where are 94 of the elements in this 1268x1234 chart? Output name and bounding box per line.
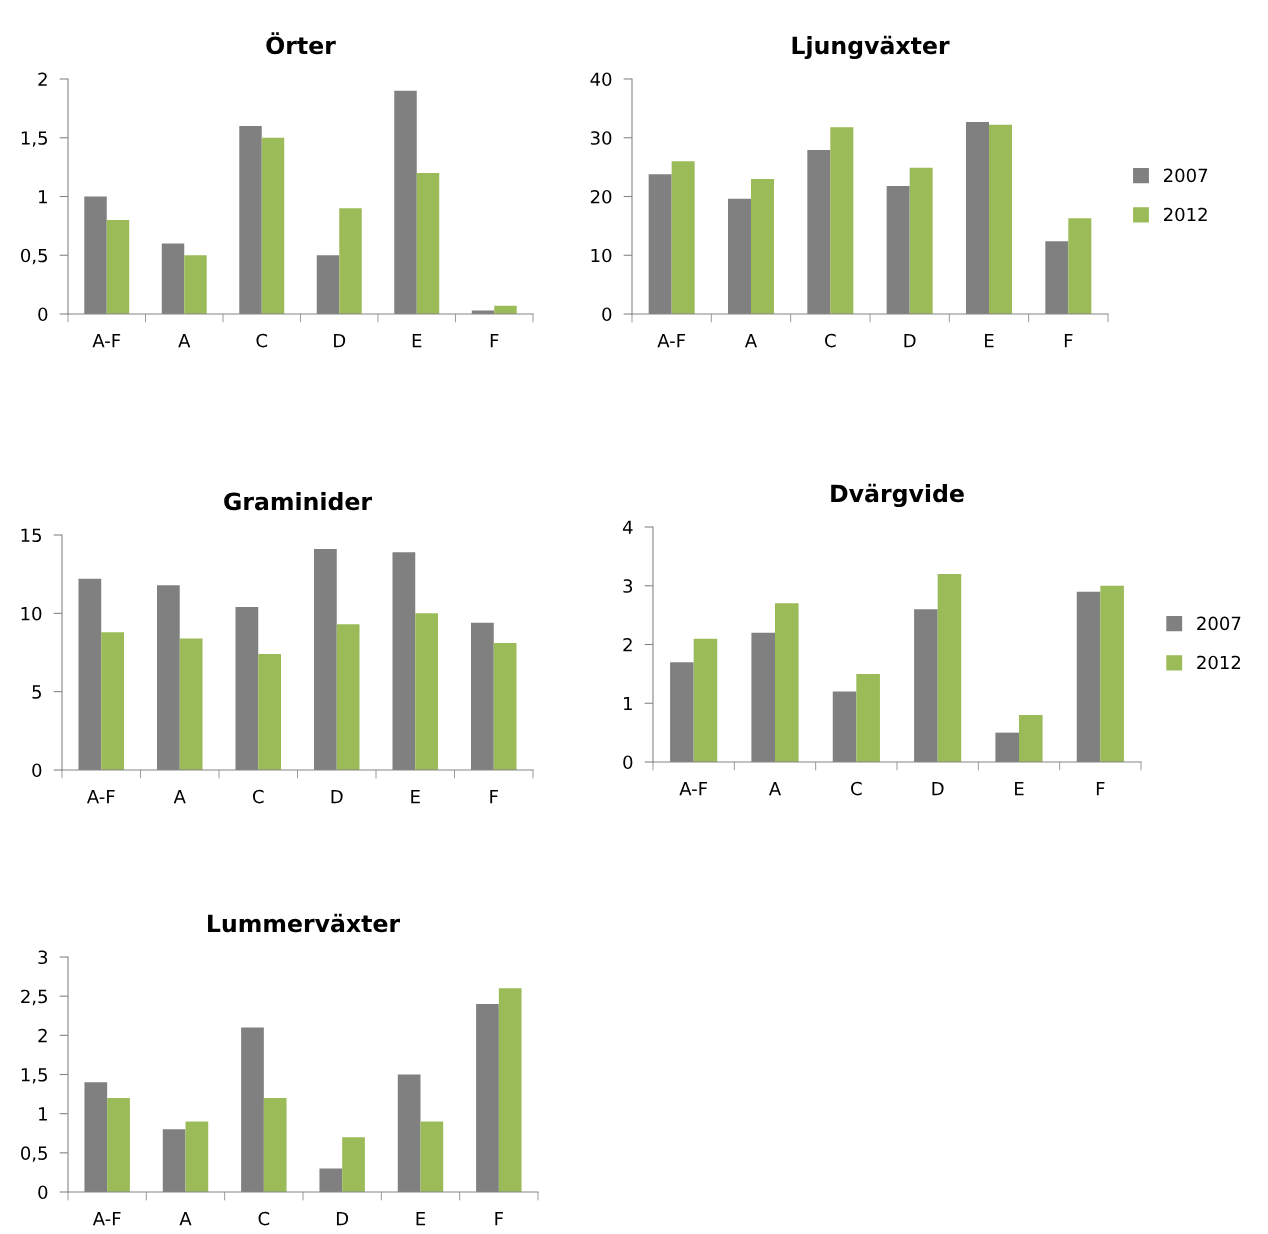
x-tick-label: A-F bbox=[86, 790, 115, 804]
x-tick-label: D bbox=[331, 790, 343, 804]
bar bbox=[258, 654, 282, 770]
bar bbox=[498, 988, 522, 1192]
y-tick-label: 0,5 bbox=[21, 1146, 47, 1162]
x-tick-label: A-F bbox=[92, 1212, 121, 1226]
x-tick-label: E bbox=[1015, 782, 1024, 796]
chart-title: Örter bbox=[266, 32, 336, 55]
bar bbox=[1068, 218, 1092, 314]
x-tick-label: A bbox=[179, 1212, 192, 1226]
x-tick-label: F bbox=[490, 790, 498, 804]
bar bbox=[420, 1121, 444, 1192]
x-tick-label: C bbox=[252, 789, 264, 804]
bar bbox=[415, 613, 439, 770]
bar bbox=[339, 208, 362, 314]
legend-label: 2012 bbox=[1163, 207, 1207, 222]
y-tick-label: 2,5 bbox=[21, 989, 47, 1006]
y-tick-label: 2 bbox=[623, 637, 632, 652]
y-tick-label: 15 bbox=[21, 528, 41, 543]
y-tick-label: 10 bbox=[591, 248, 612, 263]
bar bbox=[909, 167, 933, 314]
y-tick-label: 1 bbox=[624, 696, 632, 711]
bar bbox=[101, 632, 125, 770]
bar bbox=[179, 638, 203, 770]
x-tick-label: C bbox=[851, 781, 862, 796]
bar bbox=[336, 624, 360, 770]
chart-title: Graminider bbox=[224, 492, 372, 511]
x-tick-label: A bbox=[178, 334, 191, 348]
bar bbox=[261, 137, 285, 314]
y-tick-label: 4 bbox=[622, 520, 633, 534]
bar bbox=[107, 1098, 130, 1192]
y-tick-label: 2 bbox=[38, 72, 47, 86]
bar bbox=[693, 638, 718, 762]
x-tick-label: A bbox=[744, 334, 758, 348]
y-tick-label: 40 bbox=[590, 72, 612, 87]
legend-label: 2007 bbox=[1163, 168, 1208, 183]
x-tick-label: E bbox=[411, 790, 420, 804]
bar bbox=[185, 1121, 209, 1192]
y-tick-label: 0 bbox=[38, 1185, 48, 1200]
x-tick-label: E bbox=[412, 334, 422, 348]
bar bbox=[937, 574, 962, 762]
bar bbox=[184, 255, 207, 314]
x-tick-label: F bbox=[495, 1212, 503, 1226]
y-tick-label: 1 bbox=[39, 190, 47, 204]
y-tick-label: 1 bbox=[39, 1107, 47, 1121]
bar bbox=[989, 124, 1013, 314]
bar bbox=[856, 673, 880, 762]
bar bbox=[751, 178, 775, 314]
x-tick-label: A-F bbox=[657, 334, 686, 348]
bar bbox=[106, 220, 130, 314]
x-tick-label: A-F bbox=[679, 782, 708, 796]
bar bbox=[263, 1098, 287, 1192]
x-tick-label: D bbox=[904, 334, 916, 348]
bar bbox=[671, 161, 695, 314]
x-tick-label: A bbox=[768, 782, 782, 796]
chart-title: Dvärgvide bbox=[831, 483, 964, 508]
y-tick-label: 0,5 bbox=[21, 248, 47, 265]
y-tick-label: 20 bbox=[590, 189, 612, 204]
y-tick-label: 1,5 bbox=[21, 1068, 47, 1084]
x-tick-label: F bbox=[1064, 334, 1073, 348]
chart-title: Lummerväxter bbox=[208, 913, 401, 933]
y-tick-label: 0 bbox=[602, 307, 612, 322]
bar bbox=[493, 643, 517, 770]
x-tick-label: A-F bbox=[92, 334, 121, 348]
x-tick-label: D bbox=[334, 334, 346, 348]
y-tick-label: 0 bbox=[38, 307, 48, 322]
bar bbox=[775, 603, 799, 762]
bar bbox=[830, 127, 854, 314]
y-tick-label: 2 bbox=[38, 1028, 47, 1043]
x-tick-label: D bbox=[336, 1212, 349, 1226]
bar bbox=[416, 173, 440, 314]
x-tick-label: E bbox=[416, 1212, 426, 1226]
y-tick-label: 0 bbox=[623, 755, 633, 770]
x-tick-label: D bbox=[932, 782, 944, 796]
legend-label: 2007 bbox=[1197, 616, 1241, 631]
bar bbox=[342, 1137, 365, 1192]
y-tick-label: 3 bbox=[38, 950, 48, 965]
legend-label: 2012 bbox=[1197, 655, 1241, 670]
x-tick-label: E bbox=[985, 334, 994, 348]
y-tick-label: 10 bbox=[21, 606, 42, 621]
x-tick-label: F bbox=[490, 334, 499, 348]
chart-title: Ljungväxter bbox=[792, 35, 950, 60]
x-tick-label: C bbox=[258, 1211, 270, 1226]
y-tick-label: 3 bbox=[623, 579, 633, 593]
x-tick-label: A bbox=[173, 790, 186, 804]
y-tick-label: 5 bbox=[32, 685, 41, 699]
y-tick-label: 30 bbox=[590, 131, 612, 145]
x-tick-label: C bbox=[825, 333, 836, 348]
bar bbox=[1019, 715, 1043, 762]
y-tick-label: 0 bbox=[32, 763, 42, 778]
y-tick-label: 1,5 bbox=[21, 131, 47, 147]
bar bbox=[1100, 585, 1124, 762]
x-tick-label: F bbox=[1096, 782, 1105, 796]
x-tick-label: C bbox=[256, 333, 268, 348]
